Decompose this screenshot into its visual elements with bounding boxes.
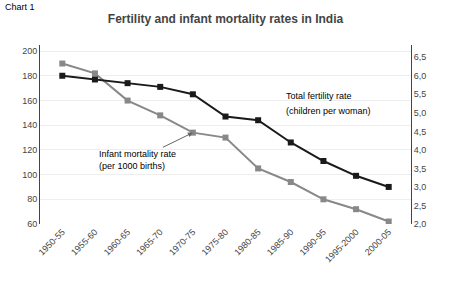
- svg-text:2000-05: 2000-05: [363, 227, 393, 257]
- svg-text:80: 80: [27, 194, 37, 204]
- svg-text:Total fertility rate: Total fertility rate: [286, 91, 352, 101]
- svg-text:120: 120: [22, 145, 37, 155]
- svg-text:3,0: 3,0: [414, 182, 427, 192]
- svg-text:1975-80: 1975-80: [200, 227, 230, 257]
- svg-text:2,5: 2,5: [414, 201, 427, 211]
- svg-text:1970-75: 1970-75: [167, 227, 197, 257]
- svg-text:Fertility and infant mortality: Fertility and infant mortality rates in …: [108, 12, 344, 26]
- svg-text:4,5: 4,5: [414, 127, 427, 137]
- svg-text:1950-55: 1950-55: [36, 227, 66, 257]
- svg-text:100: 100: [22, 170, 37, 180]
- svg-text:1980-85: 1980-85: [232, 227, 262, 257]
- svg-text:60: 60: [27, 219, 37, 229]
- svg-text:1960-65: 1960-65: [102, 227, 132, 257]
- svg-text:200: 200: [22, 46, 37, 56]
- svg-text:6,0: 6,0: [414, 71, 427, 81]
- svg-text:5,5: 5,5: [414, 89, 427, 99]
- svg-text:2,0: 2,0: [414, 219, 427, 229]
- svg-text:Chart 1: Chart 1: [5, 2, 35, 12]
- svg-text:1955-60: 1955-60: [69, 227, 99, 257]
- svg-text:1990-95: 1990-95: [298, 227, 328, 257]
- svg-text:180: 180: [22, 71, 37, 81]
- svg-text:1985-90: 1985-90: [265, 227, 295, 257]
- svg-text:1965-70: 1965-70: [134, 227, 164, 257]
- svg-text:6,5: 6,5: [414, 52, 427, 62]
- svg-text:4,0: 4,0: [414, 145, 427, 155]
- svg-text:Infant mortality rate(per 1000: Infant mortality rate(per 1000 births): [99, 149, 176, 171]
- svg-text:5,0: 5,0: [414, 108, 427, 118]
- svg-text:160: 160: [22, 96, 37, 106]
- svg-text:1995-2000: 1995-2000: [323, 227, 361, 265]
- svg-text:3,5: 3,5: [414, 164, 427, 174]
- svg-text:(children per woman): (children per woman): [286, 106, 371, 116]
- svg-text:140: 140: [22, 120, 37, 130]
